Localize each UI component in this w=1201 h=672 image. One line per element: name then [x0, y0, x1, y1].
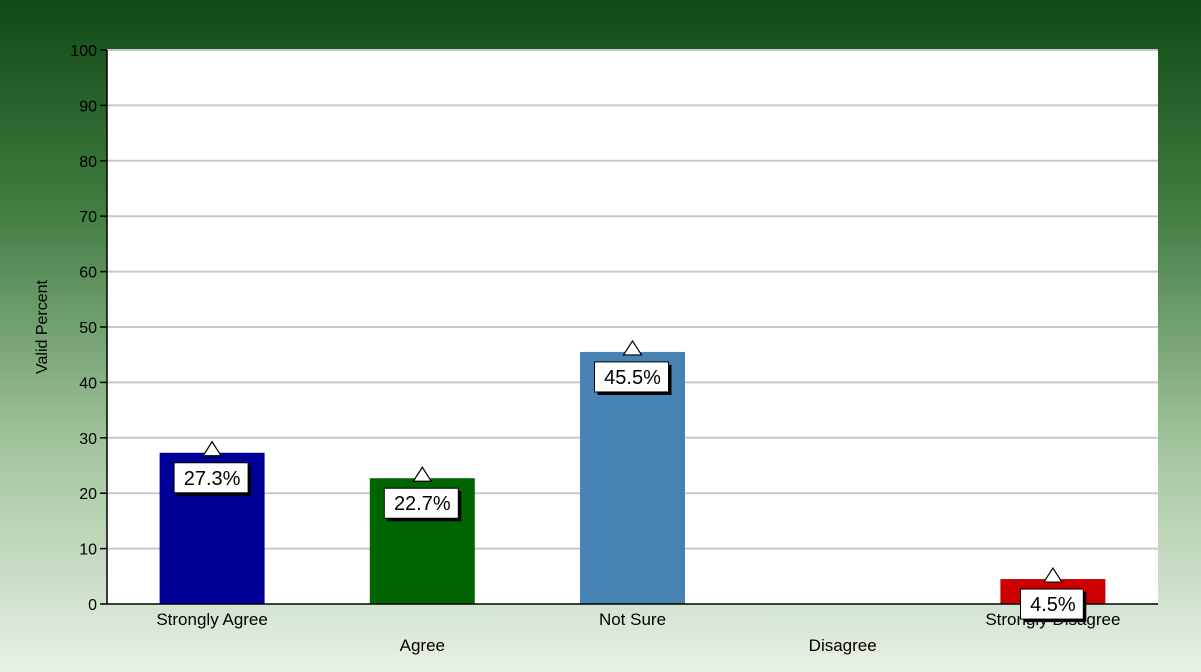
category-label: Agree: [400, 636, 445, 655]
y-tick-label: 30: [79, 431, 97, 448]
data-label: 45.5%: [604, 367, 661, 389]
y-tick-label: 10: [79, 542, 97, 559]
data-label-box: [594, 361, 669, 393]
data-label-box: [173, 462, 249, 494]
y-tick-label: 40: [79, 375, 97, 392]
y-tick-label: 70: [79, 209, 97, 226]
data-label: 27.3%: [184, 468, 241, 490]
data-label-box: [1020, 588, 1084, 620]
axes: [106, 50, 1158, 605]
category-label: Strongly Agree: [156, 610, 268, 629]
data-labels: 27.3% 22.7% 45.5% 4.5%: [173, 339, 1087, 623]
category-label: Disagree: [809, 636, 877, 655]
y-tick-label: 80: [79, 154, 97, 171]
y-tick-label: 60: [79, 265, 97, 282]
y-tick-label: 50: [79, 320, 97, 337]
value-marker: [412, 466, 433, 482]
data-label-box: [383, 487, 459, 519]
value-marker: [1042, 566, 1063, 583]
y-tick-label: 90: [79, 98, 97, 115]
y-tick-label: 0: [88, 597, 97, 614]
y-axis-title: Valid Percent: [34, 279, 51, 374]
data-label: 4.5%: [1030, 594, 1076, 616]
y-tick-label: 100: [70, 43, 97, 60]
data-label: 22.7%: [394, 493, 451, 515]
value-marker: [202, 440, 223, 457]
category-label: Not Sure: [599, 610, 666, 629]
y-axis-ticks: 0 10 20 30 40 50 60 70 80 90 100: [70, 43, 107, 614]
y-tick-label: 20: [79, 486, 97, 503]
value-marker: [622, 339, 643, 356]
